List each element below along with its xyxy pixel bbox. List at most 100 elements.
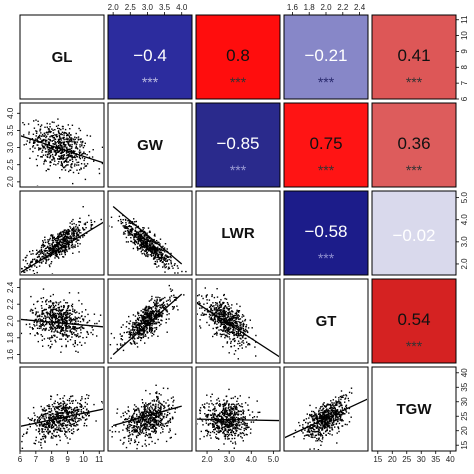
scatter-point	[65, 345, 67, 348]
scatter-point	[62, 128, 64, 130]
scatter-point	[81, 398, 83, 400]
scatter-point	[129, 225, 131, 228]
scatter-point	[145, 255, 147, 257]
scatter-point	[145, 315, 147, 317]
scatter-point	[61, 408, 64, 410]
scatter-point	[57, 118, 59, 120]
scatter-point	[80, 332, 82, 334]
scatter-point	[67, 151, 69, 154]
scatter-point	[74, 421, 76, 423]
scatter-point	[216, 332, 218, 335]
scatter-point	[50, 261, 53, 263]
scatter-point	[54, 141, 56, 143]
scatter-point	[147, 255, 149, 257]
scatter-point	[133, 421, 136, 423]
scatter-point	[86, 418, 88, 420]
scatter-point	[59, 313, 62, 315]
scatter-point	[95, 420, 97, 422]
correlation-cell	[371, 278, 457, 364]
scatter-point	[148, 245, 150, 247]
scatter-point	[151, 332, 154, 334]
scatter-point	[234, 426, 236, 428]
scatter-point	[170, 397, 173, 399]
scatter-point	[134, 417, 137, 419]
scatter-point	[55, 424, 57, 426]
scatter-point	[154, 257, 156, 259]
scatter-point	[38, 427, 40, 430]
scatter-point	[138, 319, 140, 321]
correlation-cell	[195, 14, 281, 100]
scatter-point	[69, 411, 71, 414]
scatter-point	[61, 238, 63, 241]
scatter-point	[85, 414, 87, 417]
scatter-point	[215, 309, 217, 311]
scatter-point	[143, 319, 145, 322]
scatter-point	[124, 233, 126, 235]
scatter-point	[52, 247, 54, 250]
scatter-point	[157, 406, 159, 408]
scatter-point	[147, 408, 149, 410]
scatter-point	[64, 128, 67, 131]
scatter-point	[141, 249, 143, 251]
scatter-point	[56, 255, 58, 258]
scatter-point	[32, 146, 34, 148]
scatter-point	[38, 327, 41, 330]
scatter-point	[58, 128, 61, 130]
scatter-point	[218, 313, 221, 315]
scatter-point	[66, 137, 68, 139]
scatter-point	[149, 403, 151, 405]
scatter-point	[84, 405, 86, 408]
scatter-point	[147, 243, 149, 245]
scatter-point	[136, 323, 139, 326]
scatter-point	[68, 428, 70, 430]
scatter-point	[170, 407, 173, 409]
scatter-point	[150, 247, 153, 249]
scatter-point	[86, 221, 88, 223]
scatter-point	[44, 435, 47, 437]
scatter-point	[71, 243, 74, 246]
scatter-point	[153, 263, 156, 265]
scatter-point	[242, 336, 244, 339]
scatter-point	[88, 414, 90, 417]
scatter-point	[84, 178, 87, 181]
scatter-point	[136, 238, 138, 241]
scatter-point	[94, 322, 96, 325]
scatter-point	[66, 157, 69, 159]
scatter-point	[151, 310, 154, 312]
scatter-point	[225, 314, 228, 316]
scatter-point	[220, 323, 223, 326]
scatter-point	[163, 405, 165, 407]
scatter-point	[221, 314, 223, 316]
scatter-point	[42, 147, 44, 149]
scatter-point	[45, 255, 47, 257]
scatter-point	[47, 433, 50, 435]
scatter-point	[148, 408, 151, 411]
scatter-point	[58, 155, 61, 158]
scatter-point	[222, 321, 224, 323]
scatter-point	[60, 235, 62, 238]
scatter-point	[47, 141, 50, 143]
scatter-point	[161, 303, 163, 306]
scatter-point	[48, 142, 51, 144]
scatter-point	[61, 235, 63, 237]
scatter-point	[62, 241, 64, 244]
scatter-point	[125, 226, 127, 228]
scatter-point	[78, 239, 80, 241]
scatter-point	[137, 318, 139, 320]
scatter-point	[230, 307, 232, 309]
scatter-point	[139, 332, 141, 334]
scatter-point	[86, 232, 88, 234]
scatter-point	[206, 294, 208, 296]
scatter-point	[70, 166, 72, 168]
scatter-point	[32, 258, 34, 261]
scatter-point	[160, 423, 162, 426]
scatter-point	[129, 442, 131, 445]
scatter-point	[45, 422, 48, 424]
scatter-point	[69, 330, 71, 333]
scatter-point	[79, 217, 81, 219]
scatter-point	[231, 316, 233, 318]
scatter-point	[248, 343, 251, 345]
scatter-point	[154, 247, 156, 249]
scatter-point	[86, 322, 88, 324]
scatter-point	[63, 161, 65, 164]
